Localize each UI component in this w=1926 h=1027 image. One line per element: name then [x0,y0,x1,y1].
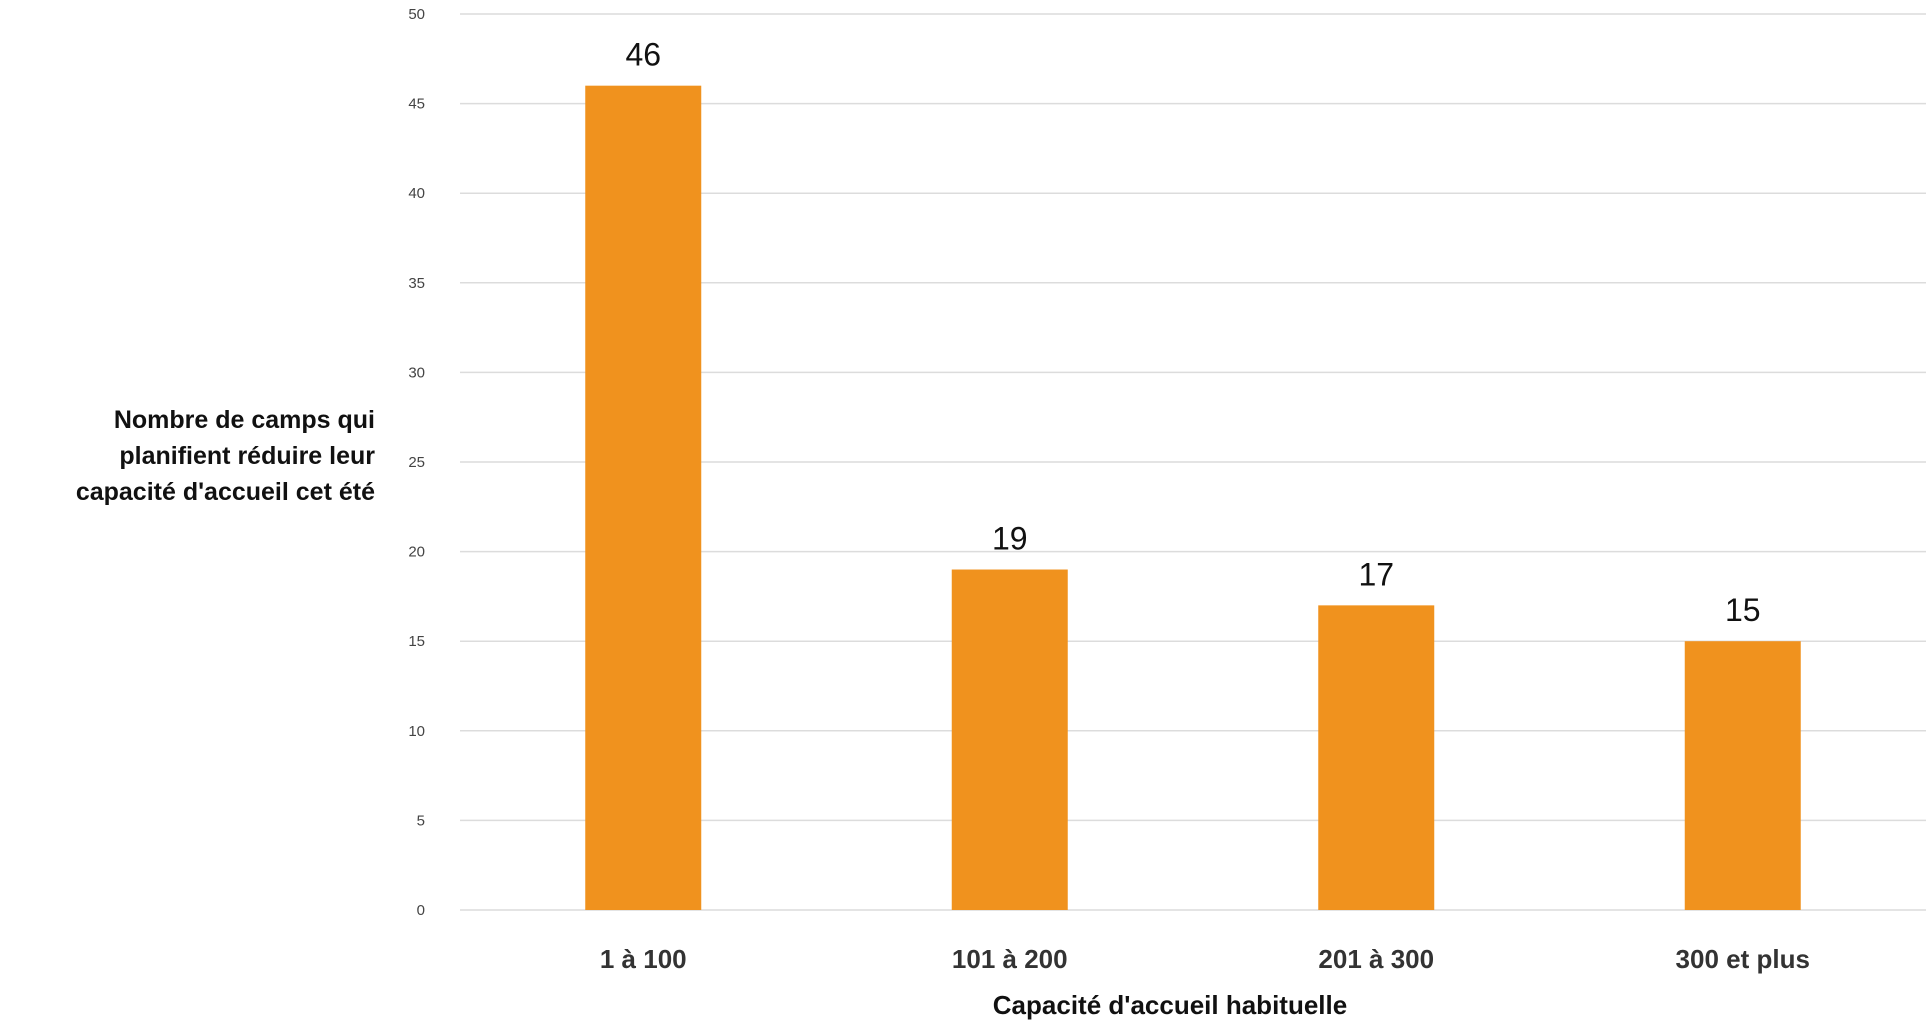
y-tick-label: 45 [408,96,425,113]
x-tick-label: 300 et plus [1676,944,1810,974]
y-axis-title: Nombre de camps qui planifient réduire l… [0,402,375,510]
data-label: 19 [992,521,1028,557]
bar [585,85,702,911]
y-tick-label: 5 [417,812,425,829]
y-tick-label: 25 [408,454,425,471]
data-label: 15 [1725,592,1761,628]
x-tick-label: 201 à 300 [1318,944,1434,974]
y-tick-label: 0 [417,902,425,919]
y-axis-title-line-1: Nombre de camps qui [113,406,375,434]
x-axis-title: Capacité d'accueil habituelle [992,990,1348,1020]
x-tick-label: 1 à 100 [600,944,687,974]
y-tick-label: 20 [408,544,425,561]
bar [951,569,1068,910]
bar [1318,605,1435,910]
data-label: 17 [1358,556,1394,592]
y-tick-label: 40 [408,185,425,202]
data-label: 46 [625,37,661,73]
y-axis-title-line-2: planifient réduire leur [119,442,375,470]
y-tick-label: 15 [408,633,425,650]
y-tick-label: 35 [408,275,425,292]
bar [1684,641,1801,910]
y-tick-label: 50 [408,6,425,23]
y-axis-title-line-3: capacité d'accueil cet été [75,478,375,506]
x-tick-label: 101 à 200 [952,944,1068,974]
y-tick-label: 10 [408,723,425,740]
y-tick-label: 30 [408,364,425,381]
